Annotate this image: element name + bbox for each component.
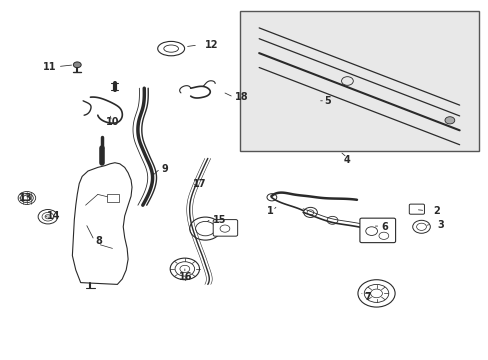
Text: 17: 17 [193,179,206,189]
Circle shape [444,117,454,124]
FancyBboxPatch shape [213,220,237,236]
Text: 6: 6 [381,222,387,232]
Text: 11: 11 [42,62,56,72]
Circle shape [45,215,51,219]
Text: 10: 10 [105,117,119,127]
Text: 16: 16 [179,272,192,282]
Text: 9: 9 [161,164,168,174]
Text: 4: 4 [343,155,350,165]
Text: 8: 8 [95,236,102,246]
FancyBboxPatch shape [359,218,395,243]
Text: 12: 12 [205,40,219,50]
Text: 7: 7 [364,292,370,302]
Text: 3: 3 [437,220,444,230]
Polygon shape [72,163,132,284]
Text: 18: 18 [234,92,248,102]
Bar [106,194,119,202]
Text: 14: 14 [46,211,60,221]
FancyBboxPatch shape [408,204,424,214]
Ellipse shape [157,41,184,56]
Bar [239,11,478,151]
Circle shape [73,62,81,68]
Text: 13: 13 [19,193,32,203]
Text: 2: 2 [432,206,439,216]
Text: 15: 15 [212,215,226,225]
Text: 5: 5 [324,96,330,106]
Ellipse shape [163,45,178,52]
Text: 1: 1 [266,206,273,216]
